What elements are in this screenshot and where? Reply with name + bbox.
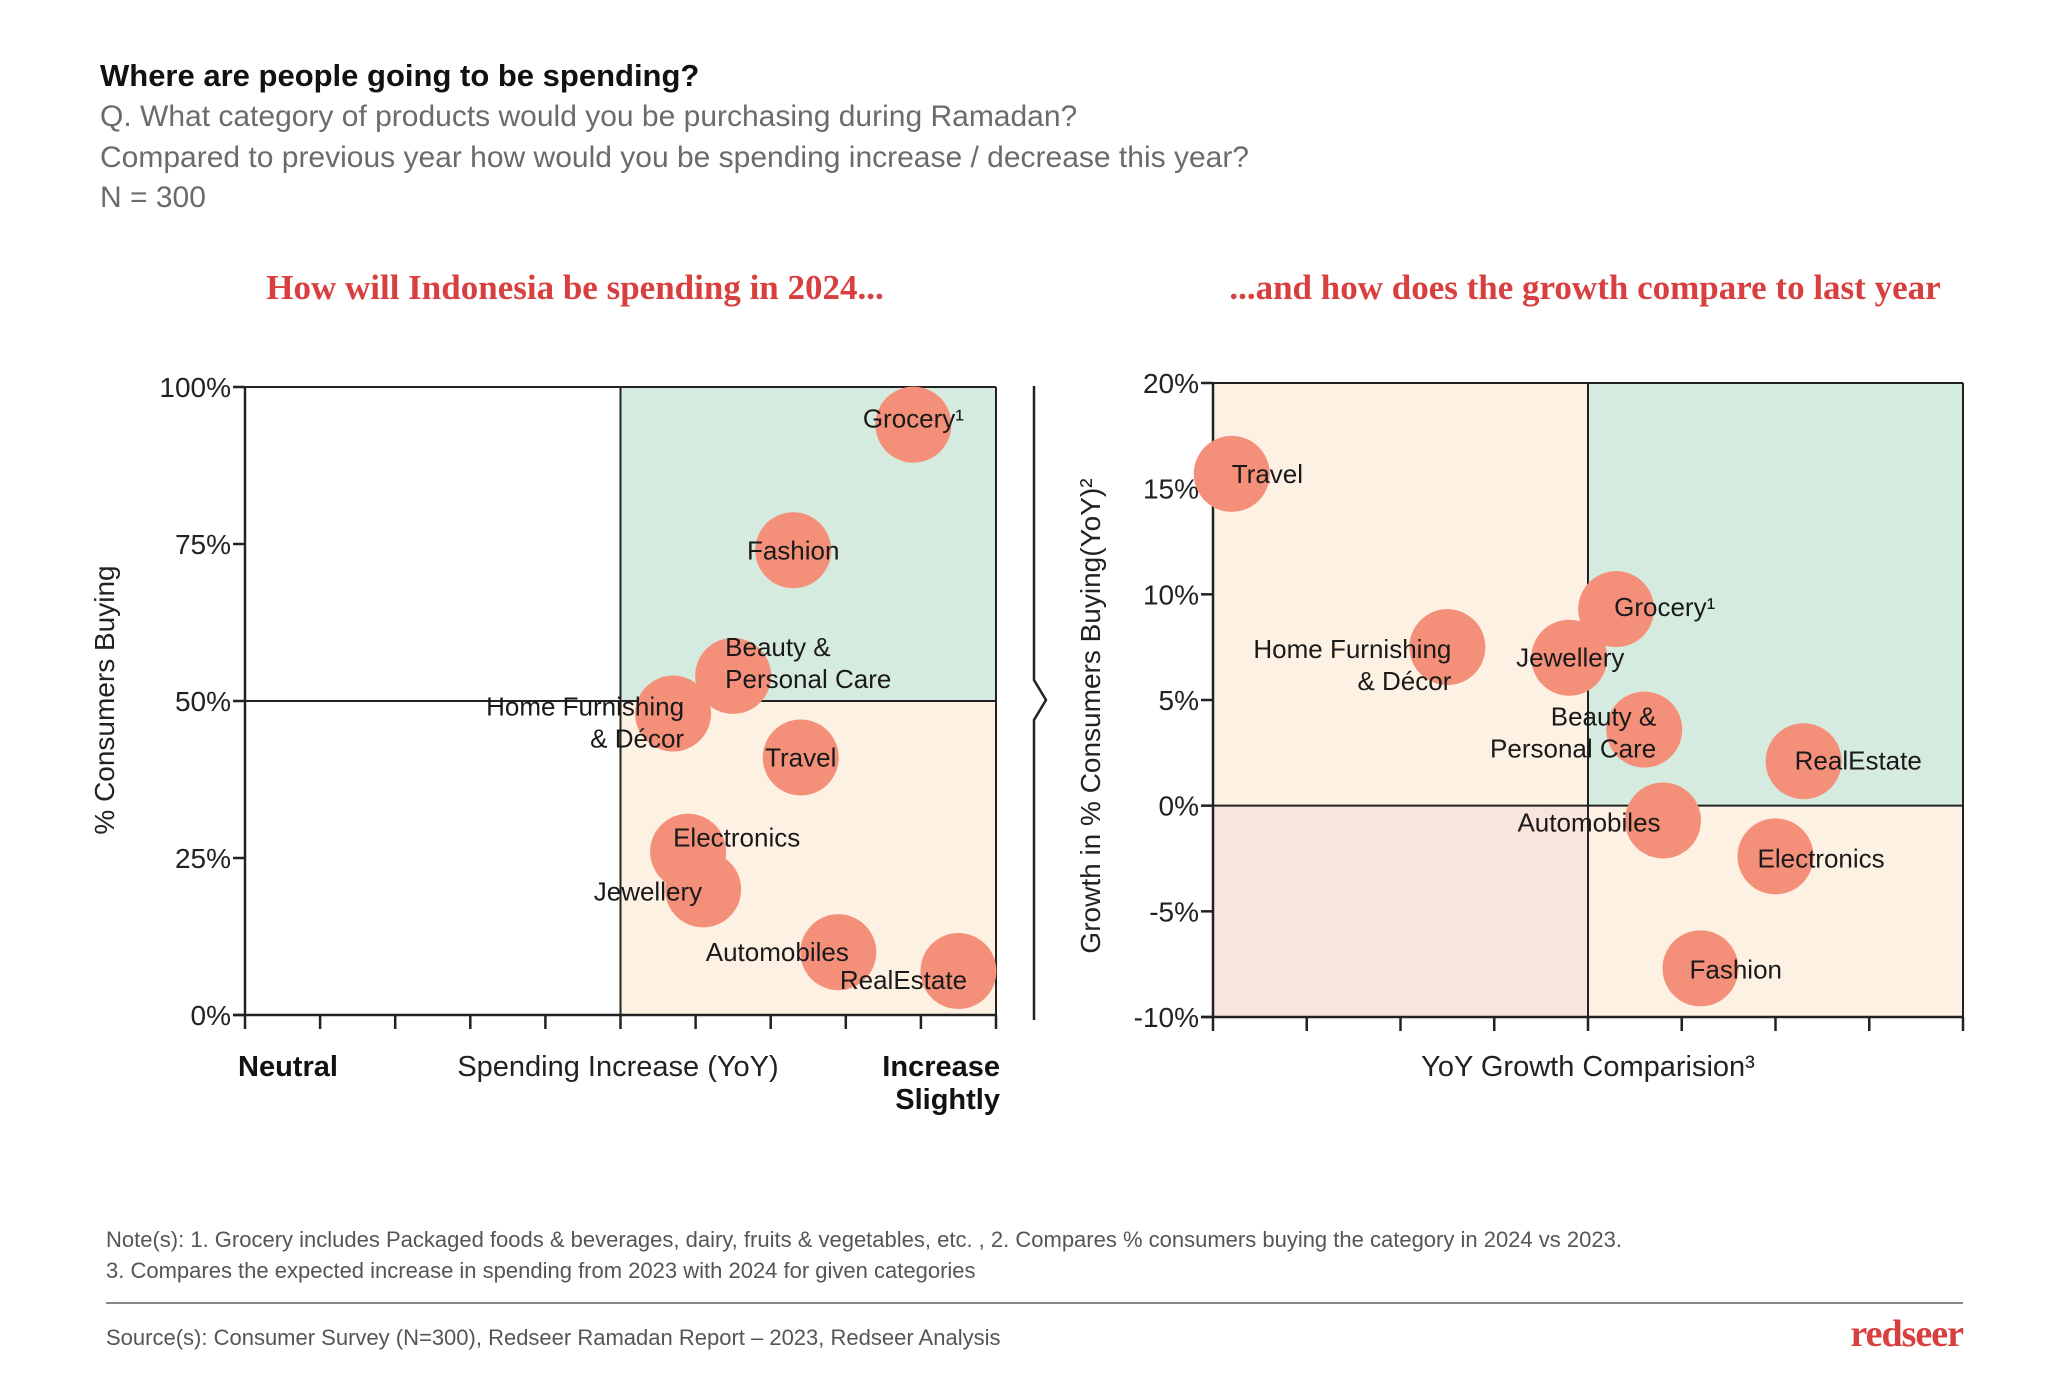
right-bubble bbox=[1578, 571, 1655, 648]
left-bubble-label: Travel bbox=[765, 743, 836, 773]
right-bubble bbox=[1737, 818, 1814, 895]
right-bubble bbox=[1606, 691, 1683, 768]
right-bubble-label: Automobiles bbox=[1517, 807, 1660, 837]
sample-size: N = 300 bbox=[100, 181, 206, 214]
right-bubble-label: Travel bbox=[1232, 459, 1303, 489]
note-1: Note(s): 1. Grocery includes Packaged fo… bbox=[106, 1227, 1622, 1252]
left-y-tick-label: 75% bbox=[175, 529, 231, 560]
brace-divider bbox=[1032, 386, 1048, 1020]
left-y-tick-label: 100% bbox=[159, 372, 231, 403]
left-bubble bbox=[665, 851, 742, 928]
left-bubble bbox=[755, 512, 832, 589]
left-bubble bbox=[920, 933, 997, 1010]
right-bubble-label: Electronics bbox=[1758, 843, 1885, 873]
right-bubble bbox=[1662, 930, 1739, 1007]
left-bubble-label: Beauty & bbox=[725, 632, 831, 662]
left-y-tick-label: 0% bbox=[191, 1000, 231, 1031]
right-bubble bbox=[1531, 619, 1608, 696]
right-y-tick-label: 15% bbox=[1143, 474, 1199, 505]
left-bubble-label: Personal Care bbox=[725, 664, 891, 694]
note-2: 3. Compares the expected increase in spe… bbox=[106, 1258, 976, 1283]
right-bubble bbox=[1625, 782, 1701, 859]
right-bubble-label: Jewellery bbox=[1516, 643, 1624, 673]
left-bubble-label: Home Furnishing bbox=[486, 692, 684, 722]
right-quadrant-top-left bbox=[1213, 383, 1588, 806]
left-chart-title: How will Indonesia be spending in 2024..… bbox=[266, 268, 884, 307]
right-y-tick-label: 0% bbox=[1159, 791, 1199, 822]
right-y-tick-label: 10% bbox=[1143, 579, 1199, 610]
left-quadrant-top-left bbox=[245, 387, 621, 701]
question-1: Q. What category of products would you b… bbox=[100, 100, 1078, 133]
right-y-tick-label: -10% bbox=[1134, 1002, 1199, 1033]
left-y-tick-label: 50% bbox=[175, 686, 231, 717]
left-x-axis-label: Spending Increase (YoY) bbox=[457, 1051, 778, 1083]
redseer-logo: redseer bbox=[1850, 1313, 1964, 1355]
left-bubble-label: Jewellery bbox=[594, 876, 702, 906]
left-y-tick-label: 25% bbox=[175, 843, 231, 874]
right-chart-title: ...and how does the growth compare to la… bbox=[1229, 268, 1941, 307]
x-end-label-neutral: Neutral bbox=[238, 1051, 338, 1083]
right-bubble-label: Fashion bbox=[1690, 954, 1783, 984]
right-bubble-label: Personal Care bbox=[1490, 734, 1656, 764]
x-end-label-increase: Increase bbox=[882, 1051, 1000, 1083]
left-bubble bbox=[635, 675, 712, 752]
right-y-tick-label: 20% bbox=[1143, 368, 1199, 399]
left-y-axis-label: % Consumers Buying bbox=[89, 565, 120, 834]
left-quadrant-bottom-left bbox=[245, 701, 621, 1015]
left-bubble-label: & Décor bbox=[590, 724, 684, 754]
source-text: Source(s): Consumer Survey (N=300), Reds… bbox=[106, 1325, 1001, 1350]
left-bubble-label: Automobiles bbox=[706, 937, 849, 967]
left-bubble-label: RealEstate bbox=[840, 965, 967, 995]
right-bubble-label: Home Furnishing bbox=[1253, 634, 1451, 664]
left-bubble bbox=[875, 386, 952, 463]
right-y-axis-label: Growth in % Consumers Buying(YoY)² bbox=[1075, 478, 1106, 953]
left-bubble-label: Grocery¹ bbox=[863, 404, 964, 434]
right-bubble-label: Beauty & bbox=[1551, 702, 1657, 732]
right-quadrant-bottom-left bbox=[1213, 805, 1588, 1017]
right-bubble bbox=[1409, 609, 1486, 686]
left-bubble-label: Fashion bbox=[747, 535, 840, 565]
right-bubble-label: Grocery¹ bbox=[1614, 592, 1715, 622]
left-bubble-label: Electronics bbox=[673, 823, 800, 853]
right-y-tick-label: 5% bbox=[1159, 685, 1199, 716]
page-title: Where are people going to be spending? bbox=[100, 58, 700, 93]
right-bubble-label: & Décor bbox=[1357, 666, 1451, 696]
right-x-axis-label: YoY Growth Comparision³ bbox=[1421, 1051, 1755, 1083]
right-bubble bbox=[1765, 723, 1842, 800]
left-bubble bbox=[800, 914, 877, 991]
right-bubble bbox=[1193, 435, 1270, 512]
notes: Note(s): 1. Grocery includes Packaged fo… bbox=[106, 1224, 1622, 1286]
footer-divider bbox=[106, 1302, 1963, 1304]
right-bubble-label: RealEstate bbox=[1795, 745, 1922, 775]
left-bubble bbox=[695, 637, 772, 714]
question-2: Compared to previous year how would you … bbox=[100, 141, 1249, 174]
x-end-label-slightly: Slightly bbox=[895, 1084, 1000, 1116]
left-bubble bbox=[762, 719, 839, 796]
right-y-tick-label: -5% bbox=[1149, 896, 1199, 927]
